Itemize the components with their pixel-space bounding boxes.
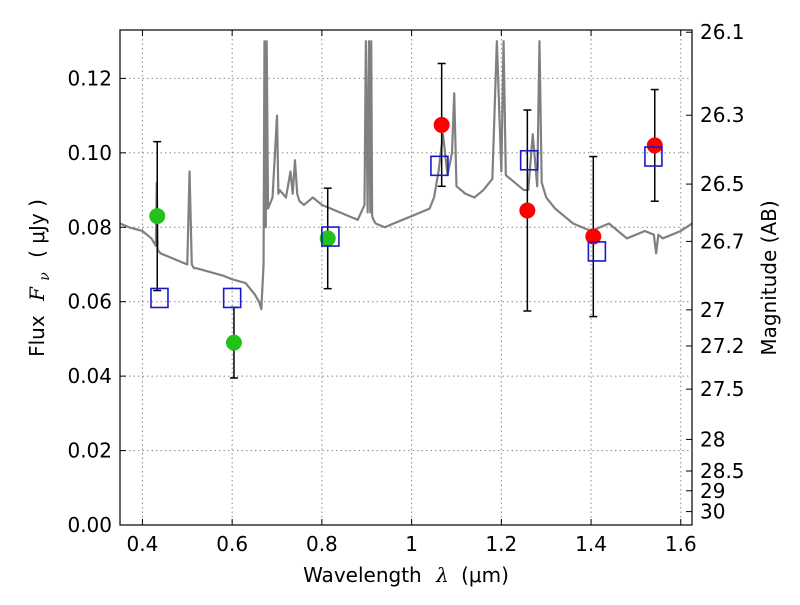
right-tick-label: 27.5 <box>700 377 745 401</box>
x-tick-label: 0.6 <box>216 532 248 556</box>
photometry-point <box>519 202 536 219</box>
model-point <box>150 287 169 309</box>
x-tick-label: 1.2 <box>485 532 517 556</box>
y-tick-label: 0.04 <box>67 364 112 388</box>
x-tick-label: 0.8 <box>306 532 338 556</box>
right-tick-label: 28.5 <box>700 459 745 483</box>
x-axis-title: Wavelength λ (μm) <box>303 563 509 587</box>
right-tick-label: 26.1 <box>700 20 745 44</box>
y-tick-label: 0.06 <box>67 290 112 314</box>
model-point <box>644 146 663 167</box>
model-point <box>321 226 340 247</box>
y-axis-left-title-subscript: ν <box>37 272 53 281</box>
errorbar-layer <box>149 62 663 379</box>
right-tick-label: 29 <box>700 479 725 503</box>
x-tick-label: 0.4 <box>127 532 159 556</box>
spectrum-layer <box>120 40 692 311</box>
right-tick-label: 27.2 <box>700 334 745 358</box>
photometry-point <box>149 208 166 225</box>
right-tick-label: 27 <box>700 298 725 322</box>
right-tick-label: 26.5 <box>700 172 745 196</box>
y-axis-left-title: Flux F ν ( μJy ) <box>25 199 54 357</box>
model-point <box>222 287 242 309</box>
x-axis-title-prefix: Wavelength <box>303 563 422 587</box>
plot-frame <box>119 29 693 526</box>
y-axis-left-title-symbol: F <box>25 286 49 302</box>
photometry-point <box>433 116 450 133</box>
photometry-point <box>646 137 663 154</box>
tick-labels: 0.4 0.6 0.8 1 1.2 1.4 1.6 0.00 0.02 0.04 0.06 0.08 0… <box>67 20 744 556</box>
y-axis-left-title-unit: ( μJy ) <box>25 199 49 258</box>
y-tick-label: 0.00 <box>67 513 112 537</box>
y-tick-label: 0.02 <box>67 439 112 463</box>
right-tick-label: 26.7 <box>700 229 745 253</box>
right-tick-label: 26.3 <box>700 103 745 127</box>
x-tick-label: 1 <box>405 532 418 556</box>
x-tick-label: 1.6 <box>665 532 697 556</box>
right-tick-label: 28 <box>700 427 725 451</box>
spectrum-line <box>120 40 692 311</box>
right-tick-label: 30 <box>700 500 725 524</box>
x-axis-title-symbol: λ <box>435 563 449 587</box>
model-points-layer <box>150 146 663 309</box>
model-point <box>430 155 449 177</box>
y-tick-label: 0.10 <box>67 141 112 165</box>
y-tick-label: 0.12 <box>67 66 112 90</box>
y-axis-left-title-prefix: Flux <box>25 315 49 357</box>
x-tick-label: 1.4 <box>575 532 607 556</box>
x-axis-title-unit: (μm) <box>461 563 509 587</box>
y-tick-label: 0.08 <box>67 215 112 239</box>
y-axis-right-title: Magnitude (AB) <box>757 200 781 355</box>
photometry-point <box>585 228 602 245</box>
model-point <box>519 149 539 171</box>
photometry-point <box>225 334 242 351</box>
grid <box>120 30 692 526</box>
model-point <box>587 241 607 262</box>
